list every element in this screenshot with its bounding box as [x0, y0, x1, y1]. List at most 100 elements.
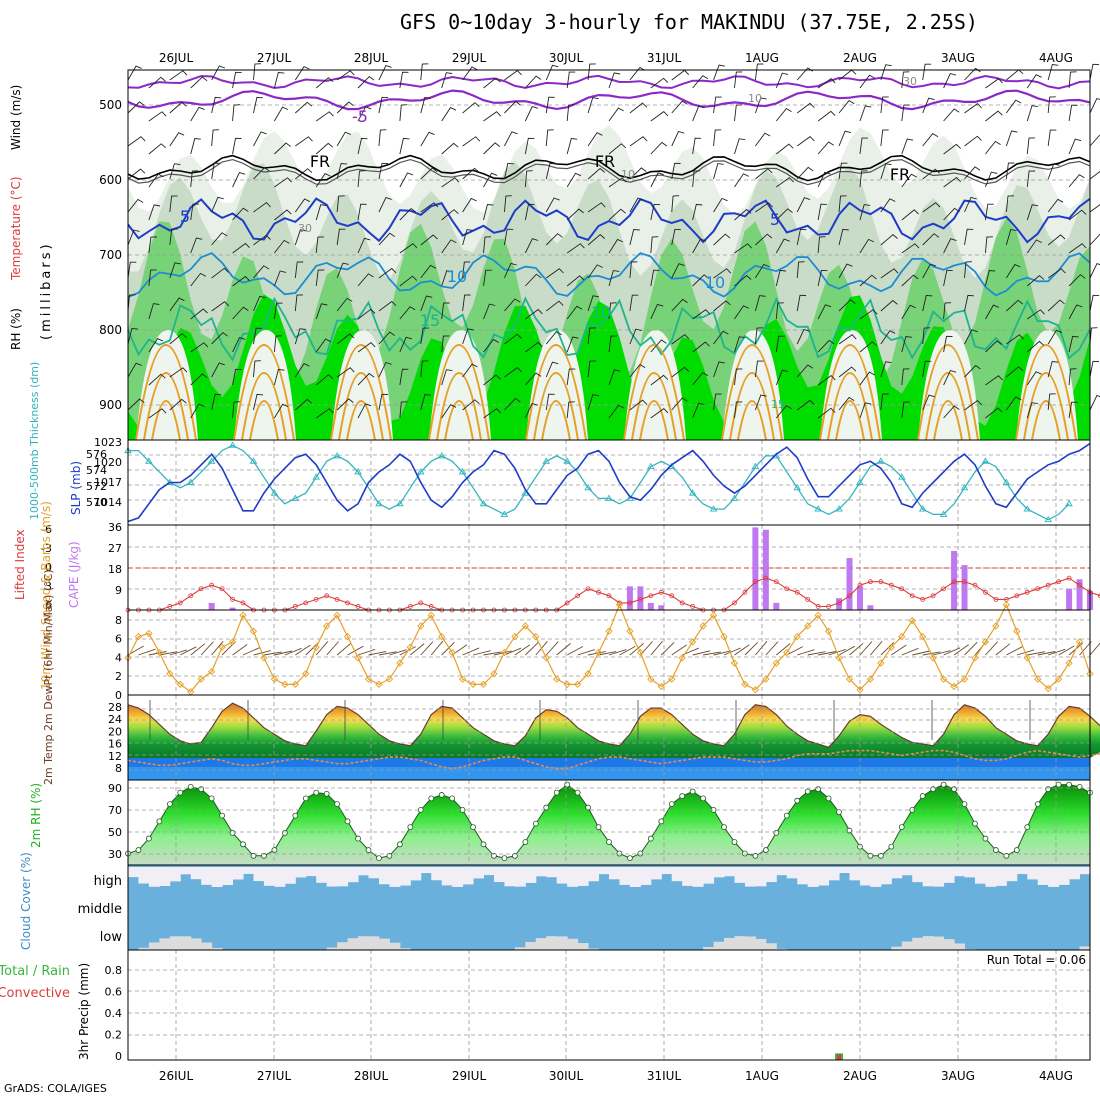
- cloud-low-bar: [389, 942, 401, 950]
- lifted-label: Lifted Index: [13, 529, 27, 600]
- wind-barb: [901, 401, 910, 419]
- wind-barb: [273, 72, 285, 89]
- wind-barb: [1089, 327, 1098, 345]
- wind-barb: [817, 236, 826, 254]
- wind-speed-marker: [155, 648, 164, 657]
- wind-speed-marker: [385, 675, 394, 683]
- wind-ylabel: 10m Wind Speed & Barbs (m/s): [39, 501, 53, 690]
- wind-barb: [671, 162, 681, 180]
- isotherm-warm: [428, 344, 490, 441]
- wind-barb: [901, 173, 917, 188]
- wind-barb: [232, 137, 242, 155]
- wind-barb: [587, 202, 606, 213]
- wind-barb: [796, 328, 810, 345]
- rh-marker: [898, 824, 905, 830]
- surface-wind-barb: [859, 641, 873, 656]
- wind-barb: [420, 394, 431, 411]
- lifted-marker: [669, 593, 675, 599]
- wind-barb: [315, 303, 328, 320]
- contour-label: 30: [903, 75, 917, 88]
- wind-speed-marker: [333, 611, 341, 619]
- surface-wind-barb: [274, 650, 293, 656]
- wind-barb: [253, 327, 263, 345]
- surface-wind-barb: [776, 643, 791, 656]
- rh-marker: [794, 797, 801, 804]
- rh-marker: [208, 795, 215, 802]
- lifted-marker: [658, 589, 664, 595]
- wind-barb: [1068, 138, 1082, 155]
- wind-speed-marker: [134, 632, 143, 641]
- wind-barb: [817, 407, 836, 419]
- wind-speed-marker: [908, 616, 916, 625]
- wind-barb: [713, 268, 732, 279]
- wind-barb: [253, 393, 264, 411]
- wind-speed-marker: [678, 654, 686, 662]
- lifted-tick: -6: [41, 523, 52, 536]
- thickness-marker: [793, 483, 802, 491]
- rh-marker: [187, 783, 194, 790]
- wind-barb: [378, 129, 387, 147]
- cloud-high-bar: [692, 867, 704, 887]
- wind-barb: [399, 275, 418, 287]
- rh-marker: [1055, 781, 1062, 788]
- date-label-top: 28JUL: [354, 51, 389, 65]
- wind-speed-marker: [929, 654, 937, 662]
- wind-barb: [880, 234, 898, 246]
- date-label-bottom: 27JUL: [257, 1069, 292, 1080]
- wind-barb: [650, 374, 669, 386]
- cloud-high-bar: [765, 867, 777, 883]
- cloud-high-bar: [640, 867, 652, 885]
- wind-barb: [817, 269, 828, 287]
- wind-barb: [587, 394, 599, 411]
- wind-barb: [922, 394, 935, 411]
- wind-barb: [964, 261, 972, 279]
- surface-wind-barb: [755, 640, 768, 656]
- cloud-low-bar: [546, 936, 558, 950]
- cape-bar: [836, 598, 843, 610]
- surface-wind-barb: [315, 641, 329, 656]
- wind-barb: [357, 137, 368, 155]
- wind-barb: [796, 136, 815, 147]
- slp-label: SLP (mb): [69, 461, 83, 515]
- wind-barb: [504, 397, 521, 411]
- wind-barb: [1047, 361, 1059, 378]
- lifted-marker: [972, 582, 978, 588]
- isotherm-5: [127, 197, 1091, 244]
- wind-barb: [692, 309, 711, 320]
- wind-barb: [922, 327, 931, 345]
- wind-barb: [211, 301, 230, 312]
- wind-speed-marker: [919, 632, 927, 641]
- rh-marker: [323, 790, 330, 797]
- cape-bar: [637, 586, 644, 610]
- thickness-marker: [647, 462, 655, 470]
- surface-wind-barb: [368, 651, 387, 656]
- wind-barb: [692, 137, 702, 155]
- wind-barb: [608, 335, 618, 353]
- wind-barb: [964, 400, 983, 411]
- wind-barb: [901, 104, 910, 122]
- wind-barb: [713, 233, 731, 246]
- cloud-label: Cloud Cover (%): [19, 852, 33, 950]
- cloud-high-bar: [1079, 867, 1091, 875]
- wind-barb: [859, 371, 875, 386]
- rh-marker: [679, 793, 686, 799]
- lifted-marker: [847, 593, 852, 599]
- cloud-high-bar: [744, 867, 756, 887]
- wind-barb: [796, 399, 815, 411]
- rh-tick: 30: [108, 848, 122, 861]
- cloud-low-bar: [556, 936, 568, 950]
- wind-speed-marker: [323, 622, 331, 630]
- cape-bar: [867, 605, 874, 610]
- cloud-high-bar: [483, 867, 495, 876]
- wind-barb: [671, 228, 681, 246]
- wind-barb: [169, 195, 178, 213]
- cloud-high-bar: [964, 867, 976, 878]
- rh-marker: [836, 809, 842, 816]
- isotherm-warm: [737, 400, 767, 441]
- wind-barb: [901, 243, 920, 254]
- lifted-marker: [240, 600, 246, 606]
- wind-barb: [566, 208, 584, 221]
- cloud-high-bar: [358, 867, 369, 876]
- surface-wind-barb: [556, 643, 571, 656]
- wind-barb: [1047, 163, 1060, 180]
